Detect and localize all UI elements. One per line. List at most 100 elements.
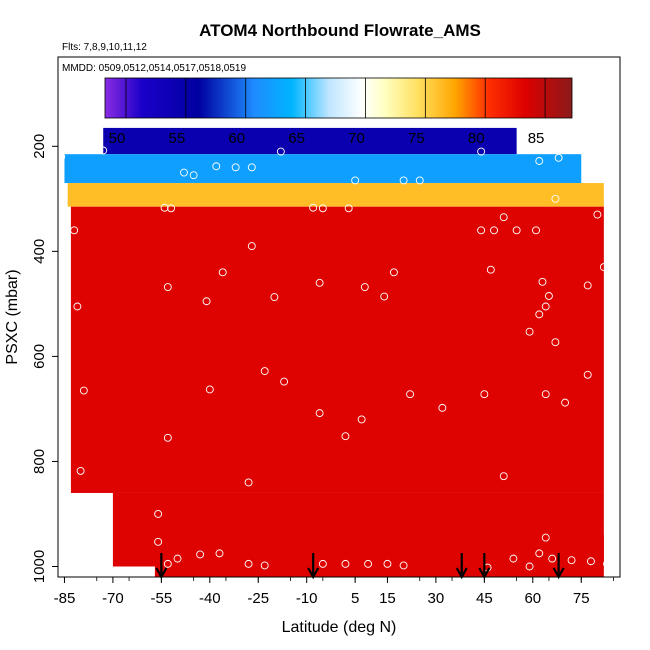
observation-point [231, 163, 240, 172]
y-tick-label: 1000 [31, 550, 48, 583]
observation-point [525, 562, 534, 571]
x-axis-label: Latitude (deg N) [282, 619, 397, 636]
observation-point [525, 327, 534, 336]
observation-point [260, 367, 269, 376]
observation-point [76, 466, 85, 475]
observation-point [244, 559, 253, 568]
colorbar-tick-label: 50 [109, 130, 126, 147]
chart-title: ATOM4 Northbound Flowrate_AMS [199, 21, 481, 40]
observation-point [583, 370, 592, 379]
colorbar-tick-label: 80 [468, 130, 485, 147]
observation-point [535, 549, 544, 558]
observation-point [532, 226, 540, 235]
heatmap-band [64, 154, 582, 184]
observation-point [380, 292, 389, 301]
observation-point [586, 557, 595, 566]
observation-point [538, 277, 547, 286]
observation-point [599, 263, 608, 272]
colorbar-tick-label: 70 [348, 130, 365, 147]
observation-point [180, 168, 188, 177]
observation-point [341, 559, 350, 568]
observation-point [244, 478, 253, 487]
observation-point [438, 403, 447, 412]
observation-point [490, 226, 498, 235]
x-tick-label: 5 [351, 590, 359, 607]
observation-point [247, 163, 256, 172]
observation-point [480, 390, 489, 399]
observation-point [309, 203, 318, 212]
colorbar-tick-label: 75 [408, 130, 425, 147]
x-tick-label: -70 [102, 590, 124, 607]
observation-point [344, 204, 353, 213]
observation-point [548, 554, 557, 563]
observation-point [477, 147, 486, 156]
observation-point [499, 213, 508, 222]
y-axis: 200 400 600 800 1000 [31, 134, 58, 583]
observation-point [406, 390, 415, 399]
observation-point [561, 398, 570, 407]
observation-point [603, 559, 612, 568]
x-tick-label: 60 [524, 590, 541, 607]
x-tick-label: -55 [151, 590, 173, 607]
plot-area [57, 127, 612, 577]
x-tick-label: -25 [247, 590, 269, 607]
flights-subtitle: Flts: 7,8,9,10,11,12 [62, 42, 147, 53]
observation-point [280, 377, 289, 386]
heatmap-band [67, 183, 604, 207]
colorbar-tick-label: 60 [228, 130, 245, 147]
observation-point [512, 226, 521, 235]
observation-point [383, 559, 392, 568]
observation-point [189, 171, 198, 180]
observation-point [160, 203, 169, 212]
x-tick-label: -85 [54, 590, 76, 607]
colorbar-tick-label: 65 [288, 130, 305, 147]
observation-point [544, 292, 553, 300]
observation-point [57, 361, 66, 370]
observation-point [360, 283, 369, 292]
observation-point [315, 278, 324, 287]
observation-point [415, 176, 424, 185]
flight-markers [155, 553, 565, 580]
x-tick-label: 75 [573, 590, 590, 607]
observation-point [173, 554, 182, 563]
y-tick-label: 200 [31, 134, 48, 159]
colorbar-tick-label: 85 [528, 130, 545, 147]
observation-point [499, 472, 508, 481]
observation-point [167, 204, 175, 213]
observation-point [341, 432, 350, 441]
dates-subtitle: MMDD: 0509,0512,0514,0517,0518,0519 [62, 63, 246, 74]
x-tick-label: 15 [379, 590, 396, 607]
observation-point [215, 549, 224, 558]
observation-point [99, 146, 108, 155]
observation-point [541, 302, 550, 311]
observation-point [154, 510, 163, 518]
flight-marker-arrowhead [455, 567, 468, 580]
observation-point [315, 409, 324, 418]
observation-point [389, 268, 398, 277]
observation-point [477, 226, 486, 235]
observation-point [318, 204, 327, 213]
y-axis-label: PSXC (mbar) [4, 269, 21, 364]
x-tick-label: -40 [199, 590, 221, 607]
observation-point [163, 559, 172, 568]
flight-marker-arrowhead [307, 567, 320, 580]
y-tick-label: 400 [31, 239, 48, 264]
colorbar: 50 55 60 65 70 75 80 85 [104, 77, 573, 147]
observation-point [399, 561, 408, 570]
observation-point [154, 537, 163, 546]
observation-point [593, 210, 602, 219]
observation-point [551, 194, 560, 203]
observation-point [351, 176, 360, 185]
observation-point [73, 302, 82, 311]
observation-point [509, 554, 518, 563]
observation-point [567, 556, 576, 565]
x-axis: -85 -70 -55 -40 -25 -10 5 15 30 45 60 75 [54, 577, 614, 607]
observation-point [202, 297, 211, 306]
observation-point [318, 559, 327, 568]
observation-point [399, 176, 408, 185]
y-tick-label: 800 [31, 449, 48, 474]
observation-point [364, 559, 373, 568]
observation-point [541, 390, 550, 399]
observation-point [79, 386, 88, 395]
